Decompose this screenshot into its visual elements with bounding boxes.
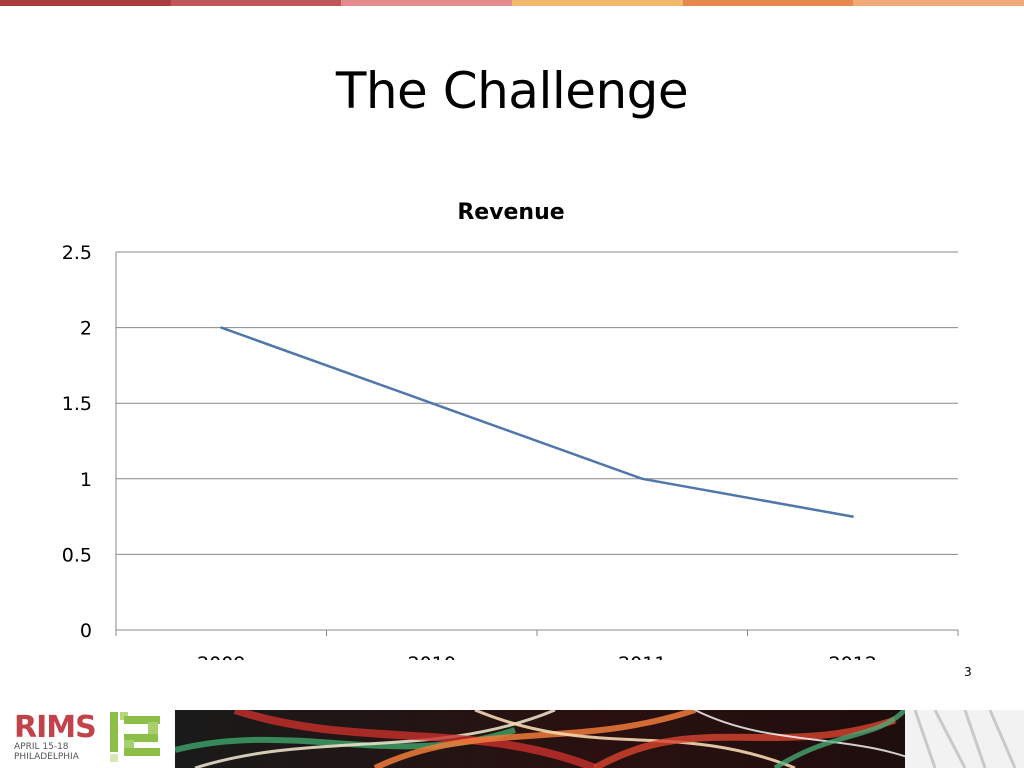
stripe-segment [170,0,342,6]
revenue-data-point [641,477,644,480]
revenue-data-point [851,515,854,518]
chart-title: Revenue [457,200,564,225]
slide-page-number: 3 [964,665,972,679]
logo-date: APRIL 15-18 [14,742,69,752]
stripe-segment [512,0,683,6]
top-color-stripe [0,0,1024,6]
stripe-segment [0,0,171,6]
y-tick-label: 1 [80,469,92,491]
revenue-data-point [220,326,223,329]
y-tick-label: 1.5 [62,393,92,415]
y-tick-label: 0.5 [62,544,92,566]
revenue-data-point [430,402,433,405]
x-tick-label: 2012 [829,653,877,660]
logo-city: PHILADELPHIA [14,752,79,762]
revenue-line-chart: Revenue 0 0.5 1 1.5 2 2.5 2009 2010 2011 2012 [62,200,959,660]
logo-12-mark-icon [110,712,160,762]
x-tick-label: 2011 [618,653,666,660]
y-tick-label: 2.5 [62,242,92,264]
stripe-segment [682,0,854,6]
logo-event-info: APRIL 15-18 PHILADELPHIA [14,742,79,762]
fiber-optic-banner-image [175,710,1024,768]
footer: RIMS APRIL 15-18 PHILADELPHIA [0,710,1024,768]
stripe-segment [341,0,513,6]
y-tick-label: 2 [80,318,92,340]
slide-title: The Challenge [335,62,689,120]
x-tick-label: 2009 [197,653,245,660]
x-tick-label: 2010 [408,653,456,660]
stripe-segment [853,0,1024,6]
logo-wordmark: RIMS [14,710,97,745]
y-tick-label: 0 [80,620,92,642]
rims-logo: RIMS APRIL 15-18 PHILADELPHIA [10,710,170,768]
revenue-series-line [220,326,853,518]
